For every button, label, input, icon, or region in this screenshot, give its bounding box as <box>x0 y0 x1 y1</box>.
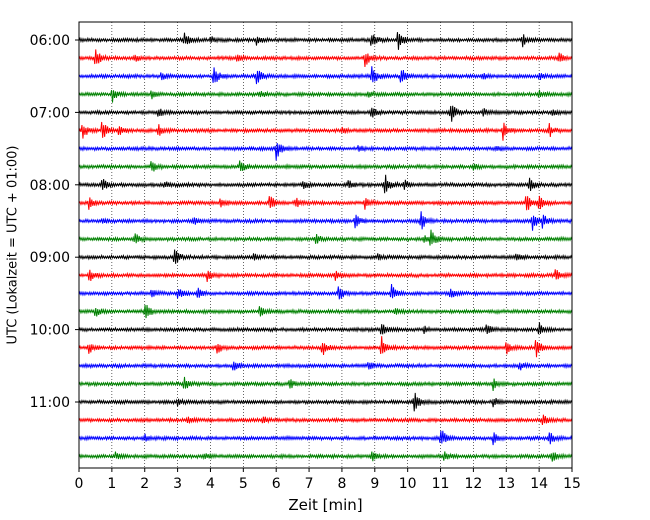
y-tick-label-0700: 07:00 <box>30 105 70 121</box>
x-tick-label-7: 7 <box>305 476 314 492</box>
x-tick-label-13: 13 <box>497 476 515 492</box>
trace-1000 <box>78 322 573 335</box>
trace-0915 <box>78 269 573 283</box>
trace-1045 <box>78 376 573 392</box>
trace-0715 <box>78 121 573 141</box>
x-tick-label-6: 6 <box>272 476 281 492</box>
trace-0615 <box>78 49 573 68</box>
x-axis-label: Zeit [min] <box>288 496 362 514</box>
trace-0845 <box>78 229 573 246</box>
grid-lines <box>111 22 540 468</box>
x-tick-label-14: 14 <box>530 476 548 492</box>
trace-0600 <box>78 32 573 50</box>
x-tick-label-2: 2 <box>140 476 149 492</box>
x-tick-label-10: 10 <box>399 476 417 492</box>
y-axis-label: UTC (Lokalzeit = UTC + 01:00) <box>6 146 21 345</box>
x-tick-label-11: 11 <box>432 476 450 492</box>
trace-1115 <box>78 414 573 425</box>
y-tick-label-1100: 11:00 <box>30 395 70 411</box>
x-tick-label-9: 9 <box>370 476 379 492</box>
trace-0645 <box>78 89 573 103</box>
trace-1100 <box>78 392 573 412</box>
trace-1030 <box>78 361 573 371</box>
x-tick-label-8: 8 <box>337 476 346 492</box>
y-tick-label-0900: 09:00 <box>30 250 70 266</box>
trace-0830 <box>78 211 573 231</box>
trace-0730 <box>78 143 573 161</box>
x-tick-label-12: 12 <box>464 476 482 492</box>
x-tick-label-3: 3 <box>173 476 182 492</box>
x-tick-label-0: 0 <box>75 476 84 492</box>
trace-0900 <box>78 249 573 264</box>
trace-layer <box>78 32 573 462</box>
x-ticks: 0 1 2 3 4 5 6 7 8 9 10 11 12 13 14 15 <box>75 468 581 492</box>
y-tick-label-0600: 06:00 <box>30 33 70 49</box>
plot-frame <box>78 21 573 469</box>
y-tick-label-0800: 08:00 <box>30 178 70 194</box>
x-tick-label-5: 5 <box>239 476 248 492</box>
trace-0930 <box>78 284 573 300</box>
trace-1130 <box>78 430 573 446</box>
trace-0815 <box>78 195 573 211</box>
trace-0630 <box>78 66 573 85</box>
x-tick-label-15: 15 <box>563 476 581 492</box>
y-tick-label-1000: 10:00 <box>30 323 70 339</box>
trace-0945 <box>78 304 573 319</box>
trace-0800 <box>78 174 573 194</box>
x-tick-label-4: 4 <box>206 476 215 492</box>
y-ticks: 06:00 07:00 08:00 09:00 10:00 11:00 <box>30 33 79 411</box>
x-tick-label-1: 1 <box>107 476 116 492</box>
trace-1015 <box>78 336 573 358</box>
trace-1145 <box>78 451 573 462</box>
trace-0700 <box>78 105 573 122</box>
trace-0745 <box>78 160 573 172</box>
